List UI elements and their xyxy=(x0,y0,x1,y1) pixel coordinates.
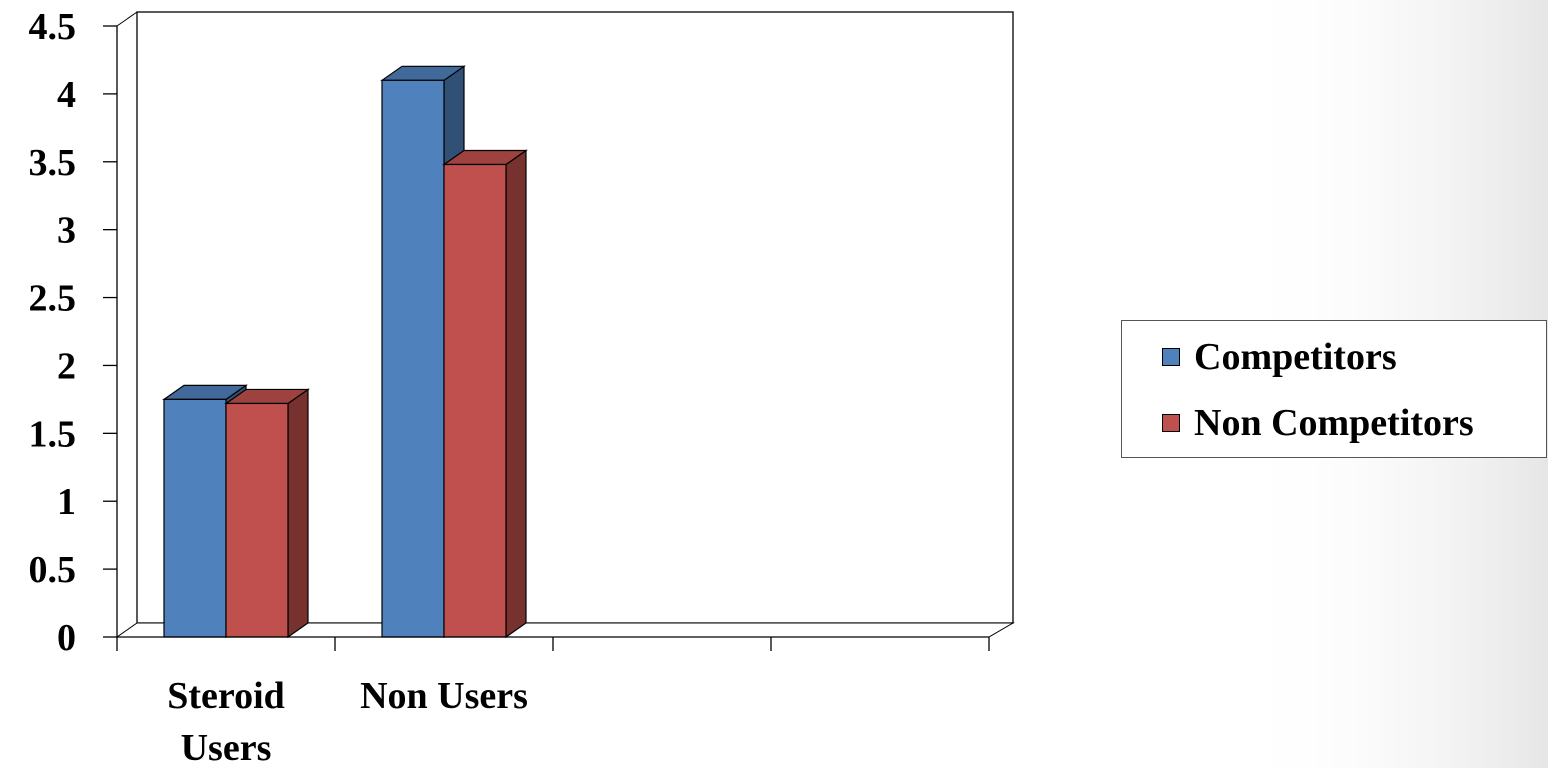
legend-swatch-competitors xyxy=(1162,348,1180,366)
legend-label-competitors: Competitors xyxy=(1194,335,1397,379)
bar-side xyxy=(288,389,308,637)
value-axis-tick-label: 1.5 xyxy=(29,413,77,455)
value-axis-tick-label: 2.5 xyxy=(29,278,77,320)
legend-swatch-non-competitors xyxy=(1162,414,1180,432)
value-axis-tick-label: 1 xyxy=(57,481,76,523)
value-axis-tick-label: 3.5 xyxy=(29,142,77,184)
bar-front xyxy=(226,403,288,637)
value-axis-tick-label: 0.5 xyxy=(29,549,77,591)
bar-front xyxy=(444,164,506,637)
bar xyxy=(226,389,308,637)
value-axis-tick-label: 4.5 xyxy=(29,6,77,48)
bar-side xyxy=(506,150,526,637)
category-label: Steroid xyxy=(167,675,285,717)
category-label: Users xyxy=(181,727,272,768)
value-axis-tick-label: 4 xyxy=(57,74,76,116)
value-axis-tick-label: 2 xyxy=(57,345,76,387)
bar xyxy=(444,150,526,637)
value-axis-tick-label: 3 xyxy=(57,210,76,252)
bar-front xyxy=(164,399,226,637)
value-axis-tick-label: 0 xyxy=(57,617,76,659)
legend-label-non-competitors: Non Competitors xyxy=(1194,401,1474,445)
bar-front xyxy=(382,80,444,637)
legend-item-competitors: Competitors xyxy=(1162,337,1397,377)
category-label: Non Users xyxy=(360,675,528,717)
legend-item-non-competitors: Non Competitors xyxy=(1162,403,1474,443)
legend: Competitors Non Competitors xyxy=(1121,320,1547,458)
